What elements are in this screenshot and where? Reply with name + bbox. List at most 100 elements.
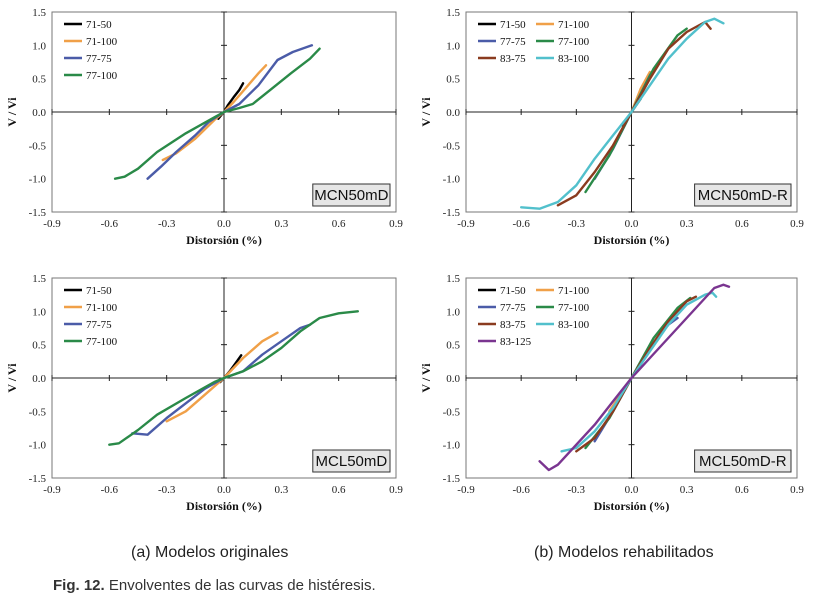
y-tick-label: -0.5 — [443, 140, 461, 152]
y-tick-label: -1.0 — [443, 440, 461, 452]
y-axis-label: V / Vi — [419, 97, 433, 127]
y-tick-label: 1.0 — [446, 306, 460, 318]
y-tick-label: -1.0 — [443, 174, 461, 186]
figure-caption: Fig. 12. Envolventes de las curvas de hi… — [53, 577, 376, 594]
y-tick-label: -1.0 — [29, 440, 47, 452]
legend-label: 71-50 — [86, 19, 112, 31]
legend-label: 71-50 — [500, 19, 526, 31]
y-tick-label: 0.0 — [32, 107, 46, 119]
legend-label: 77-75 — [500, 36, 526, 48]
chart-panel-2: -0.9 -0.6 -0.3 0.0 0.3 0.6 0.9 1.5 1.0 0.5 0.0 -0.5… — [419, 7, 804, 247]
y-tick-label: 1.5 — [32, 7, 46, 19]
y-tick-label: -1.5 — [443, 207, 461, 219]
y-tick-label: 1.0 — [32, 40, 46, 52]
x-tick-label: -0.6 — [101, 218, 119, 230]
y-tick-label: 0.0 — [32, 373, 46, 385]
chart-title: MCL50mD-R — [699, 453, 787, 470]
chart-title: MCL50mD — [316, 453, 388, 470]
chart-title-box — [312, 449, 391, 473]
y-tick-label: -1.5 — [443, 473, 461, 485]
y-tick-label: 0.5 — [32, 74, 46, 86]
x-tick-label: 0.6 — [735, 218, 749, 230]
x-axis-label: Distorsión (%) — [186, 499, 262, 513]
y-tick-label: 0.5 — [446, 74, 460, 86]
chart-title-box — [694, 449, 792, 473]
legend-label: 83-75 — [500, 53, 526, 65]
chart-title-box — [694, 183, 792, 207]
series-line-83-125 — [538, 283, 731, 472]
series-line-83-75 — [556, 20, 712, 207]
chart-title: MCN50mD — [314, 187, 388, 204]
y-axis-label: V / Vi — [5, 97, 19, 127]
x-tick-label: 0.3 — [274, 484, 288, 496]
y-tick-label: -0.5 — [29, 140, 47, 152]
legend-label: 83-75 — [500, 319, 526, 331]
chart-title: MCN50mD-R — [698, 187, 788, 204]
x-tick-label: -0.9 — [43, 484, 61, 496]
y-tick-label: 1.0 — [32, 306, 46, 318]
y-tick-label: -1.5 — [29, 207, 47, 219]
x-tick-label: 0.3 — [274, 218, 288, 230]
legend-label: 71-100 — [86, 302, 118, 314]
figure-caption-label: Fig. 12. — [53, 577, 105, 594]
chart-panel-1: -0.9 -0.6 -0.3 0.0 0.3 0.6 0.9 1.5 1.0 0.5 0.0 -0.5… — [5, 7, 403, 247]
legend-label: 77-75 — [86, 319, 112, 331]
y-tick-label: 0.0 — [446, 107, 460, 119]
legend-label: 71-50 — [500, 285, 526, 297]
legend-label: 77-100 — [86, 70, 118, 82]
x-tick-label: 0.6 — [332, 484, 346, 496]
x-tick-label: 0.9 — [389, 218, 403, 230]
y-tick-label: -0.5 — [443, 406, 461, 418]
x-tick-label: -0.6 — [512, 484, 530, 496]
x-tick-label: -0.3 — [568, 484, 586, 496]
series-line-77-100 — [113, 47, 321, 180]
subcaption-a: (a) Modelos originales — [131, 544, 289, 561]
x-tick-label: -0.3 — [158, 218, 176, 230]
y-tick-label: -1.0 — [29, 174, 47, 186]
y-tick-label: 0.0 — [446, 373, 460, 385]
legend-label: 77-100 — [86, 336, 118, 348]
y-axis-label: V / Vi — [419, 363, 433, 393]
series-line-77-100 — [108, 310, 359, 446]
chart-title-box — [312, 183, 391, 207]
x-tick-label: -0.3 — [158, 484, 176, 496]
y-tick-label: 1.5 — [32, 273, 46, 285]
legend-label: 77-75 — [86, 53, 112, 65]
legend-label: 83-100 — [558, 53, 590, 65]
y-tick-label: -1.5 — [29, 473, 47, 485]
chart-panel-4: -0.9 -0.6 -0.3 0.0 0.3 0.6 0.9 1.5 1.0 0.5 0.0 -0.5… — [419, 273, 804, 513]
x-tick-label: 0.3 — [680, 484, 694, 496]
legend-label: 83-100 — [558, 319, 590, 331]
legend-label: 71-100 — [558, 19, 590, 31]
figure-caption-text: Envolventes de las curvas de histéresis. — [104, 577, 376, 594]
legend-label: 77-75 — [500, 302, 526, 314]
x-tick-label: 0.9 — [790, 484, 804, 496]
legend-label: 71-100 — [86, 36, 118, 48]
y-tick-label: 1.5 — [446, 7, 460, 19]
x-tick-label: -0.9 — [457, 484, 475, 496]
legend-label: 77-100 — [558, 36, 590, 48]
x-tick-label: 0.3 — [680, 218, 694, 230]
x-tick-label: -0.9 — [43, 218, 61, 230]
x-axis-label: Distorsión (%) — [594, 233, 670, 247]
x-tick-label: 0.0 — [625, 484, 639, 496]
x-axis-label: Distorsión (%) — [594, 499, 670, 513]
x-tick-label: 0.9 — [389, 484, 403, 496]
x-tick-label: 0.0 — [625, 218, 639, 230]
y-tick-label: 0.5 — [446, 340, 460, 352]
legend-label: 71-100 — [558, 285, 590, 297]
x-tick-label: 0.0 — [217, 484, 231, 496]
legend-label: 77-100 — [558, 302, 590, 314]
series-line-83-100 — [520, 17, 725, 210]
legend-label: 71-50 — [86, 285, 112, 297]
x-tick-label: 0.6 — [735, 484, 749, 496]
x-axis-label: Distorsión (%) — [186, 233, 262, 247]
x-tick-label: -0.6 — [512, 218, 530, 230]
y-axis-label: V / Vi — [5, 363, 19, 393]
x-tick-label: -0.3 — [568, 218, 586, 230]
y-tick-label: 1.0 — [446, 40, 460, 52]
y-tick-label: 1.5 — [446, 273, 460, 285]
x-tick-label: 0.9 — [790, 218, 804, 230]
y-tick-label: 0.5 — [32, 340, 46, 352]
